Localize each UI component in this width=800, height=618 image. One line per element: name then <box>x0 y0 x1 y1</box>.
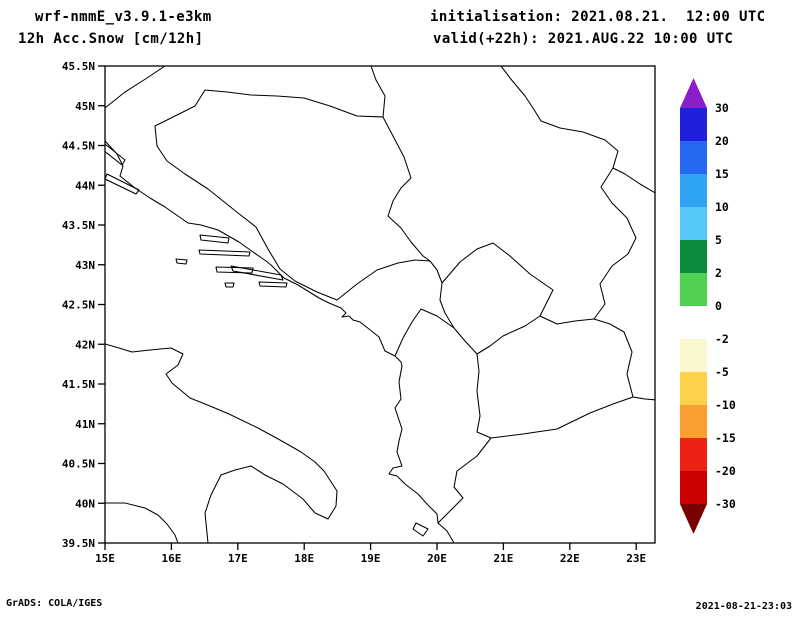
coast-adriatic-east <box>105 140 455 543</box>
island-lastovo <box>224 282 235 288</box>
render-timestamp: 2021-08-21-23:03 <box>695 601 792 612</box>
y-tick-label: 42.5N <box>62 299 95 312</box>
border-drina <box>382 116 431 262</box>
border-croatia-north <box>154 66 386 301</box>
border-serbia-romania-danube <box>500 66 619 169</box>
border-romania-bulgaria-danube <box>612 167 655 194</box>
colorbar-label: -15 <box>715 431 736 445</box>
y-tick-label: 40.5N <box>62 458 95 471</box>
colorbar-band <box>680 306 707 339</box>
border-kosovo <box>439 242 554 355</box>
island-corfu <box>412 522 429 537</box>
y-tick-label: 43N <box>75 259 95 272</box>
colorbar-band <box>680 207 707 240</box>
colorbar-label: 2 <box>715 266 722 280</box>
x-tick-label: 19E <box>361 552 381 565</box>
island-pag <box>105 143 126 166</box>
x-tick-label: 16E <box>161 552 181 565</box>
colorbar-band <box>680 141 707 174</box>
map-frame <box>104 65 656 544</box>
coast-italy-adriatic <box>105 343 338 543</box>
peninsula-peljesac <box>230 265 284 281</box>
island-mljet <box>258 281 288 288</box>
island-korcula <box>215 266 254 274</box>
colorbar-label: -30 <box>715 497 736 511</box>
y-tick-label: 43.5N <box>62 219 95 232</box>
forecast-map: 15E 16E 17E 18E 19E 20E 21E 22E 23E 45.5N 45N 44.5N… <box>62 60 656 565</box>
x-tick-label: 15E <box>95 552 115 565</box>
grads-credit: GrADS: COLA/IGES <box>6 598 103 609</box>
border-macedonia-greece <box>490 396 634 439</box>
colorbar-label: 5 <box>715 233 722 247</box>
border-macedonia-serbia <box>539 315 595 325</box>
colorbar-label: -5 <box>715 365 729 379</box>
border-albania-east <box>437 353 492 524</box>
colorbar-label: -20 <box>715 464 736 478</box>
y-tick-label: 41N <box>75 418 95 431</box>
island-hvar <box>198 249 251 257</box>
island-vis <box>175 258 188 265</box>
colorbar-label: 20 <box>715 134 729 148</box>
colorbar-band <box>680 372 707 405</box>
border-montenegro-albania <box>394 308 455 357</box>
y-tick-label: 44N <box>75 179 95 192</box>
colorbar-band <box>680 174 707 207</box>
x-tick-label: 23E <box>626 552 646 565</box>
model-title: wrf-nmmE_v3.9.1-e3km <box>35 9 212 25</box>
init-time: initialisation: 2021.08.21. 12:00 UTC <box>430 9 766 25</box>
colorbar-arrow-top <box>680 78 707 108</box>
y-tick-label: 45.5N <box>62 60 95 73</box>
y-tick-label: 41.5N <box>62 378 95 391</box>
x-tick-label: 20E <box>427 552 447 565</box>
border-bosnia-montenegro <box>336 259 431 301</box>
colorbar-band <box>680 405 707 438</box>
border-slovenia-croatia <box>105 66 166 109</box>
y-tick-label: 39.5N <box>62 537 95 550</box>
y-tick-label: 45N <box>75 100 95 113</box>
colorbar-label: -10 <box>715 398 736 412</box>
border-serbia-bulgaria <box>593 167 637 320</box>
x-tick-label: 17E <box>228 552 248 565</box>
colorbar-label: 0 <box>715 299 722 313</box>
border-macedonia-bulgaria <box>593 318 634 398</box>
y-tick-label: 42N <box>75 338 95 351</box>
x-tick-label: 18E <box>294 552 314 565</box>
colorbar-label: 15 <box>715 167 729 181</box>
colorbar-band <box>680 273 707 306</box>
colorbar-label: 10 <box>715 200 729 214</box>
colorbar-label: -2 <box>715 332 729 346</box>
y-tick-label: 44.5N <box>62 140 95 153</box>
x-tick-label: 22E <box>560 552 580 565</box>
colorbar-arrow-bottom <box>680 504 707 534</box>
border-montenegro-serbia <box>429 260 443 284</box>
colorbar-band <box>680 438 707 471</box>
island-brac <box>199 234 230 244</box>
border-greece-bulgaria <box>632 396 655 401</box>
colorbar-label: 30 <box>715 101 729 115</box>
valid-time: valid(+22h): 2021.AUG.22 10:00 UTC <box>433 31 734 47</box>
colorbar-band <box>680 471 707 504</box>
y-tick-label: 40N <box>75 497 95 510</box>
colorbar-band <box>680 339 707 372</box>
x-tick-label: 21E <box>493 552 513 565</box>
island-dugi-otok <box>105 173 140 195</box>
coast-italy-tyrrhenian <box>105 502 179 543</box>
colorbar-band <box>680 108 707 141</box>
colorbar-band <box>680 240 707 273</box>
product-title: 12h Acc.Snow [cm/12h] <box>18 31 204 47</box>
